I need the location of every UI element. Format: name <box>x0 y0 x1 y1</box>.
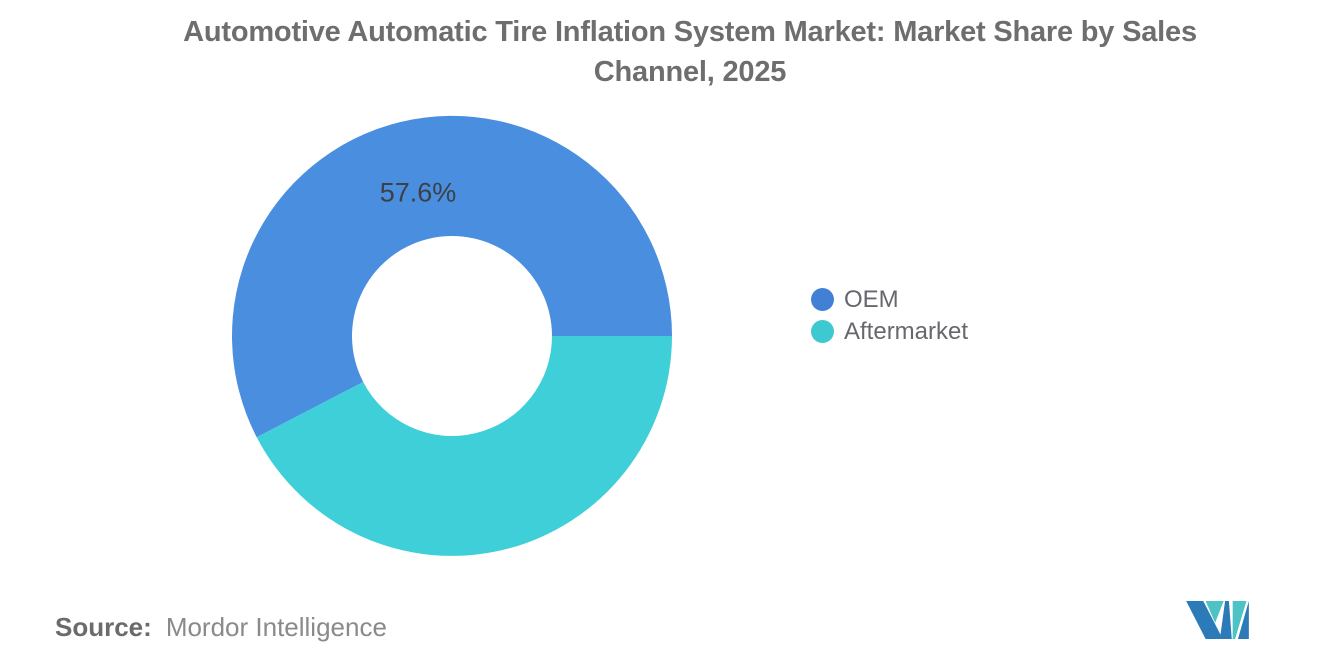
chart-title-line1: Automotive Automatic Tire Inflation Syst… <box>183 16 1197 48</box>
legend-item-aftermarket[interactable]: Aftermarket <box>811 318 969 345</box>
mordor-logo-icon <box>1186 601 1249 639</box>
legend-marker-aftermarket-icon <box>811 320 834 343</box>
legend-item-oem[interactable]: OEM <box>811 286 968 313</box>
legend: OEM Aftermarket <box>811 288 968 352</box>
pie-slice-aftermarket[interactable] <box>256 336 672 556</box>
donut-chart <box>230 114 674 558</box>
legend-marker-oem-icon <box>811 288 834 311</box>
mordor-intelligence-logo <box>1185 601 1250 639</box>
chart-title-line2: Channel, 2025 <box>593 56 787 88</box>
donut-chart-svg <box>232 115 672 556</box>
source-attribution: Source: Mordor Intelligence <box>55 612 387 643</box>
source-value: Mordor Intelligence <box>165 612 387 642</box>
pie-slice-oem[interactable] <box>232 115 672 438</box>
data-label-oem: 57.6% <box>379 177 457 208</box>
chart-title: Automotive Automatic Tire Inflation Syst… <box>60 12 1320 92</box>
source-label: Source: <box>55 612 152 642</box>
legend-label-oem: OEM <box>844 286 899 313</box>
legend-label-aftermarket: Aftermarket <box>844 318 969 345</box>
